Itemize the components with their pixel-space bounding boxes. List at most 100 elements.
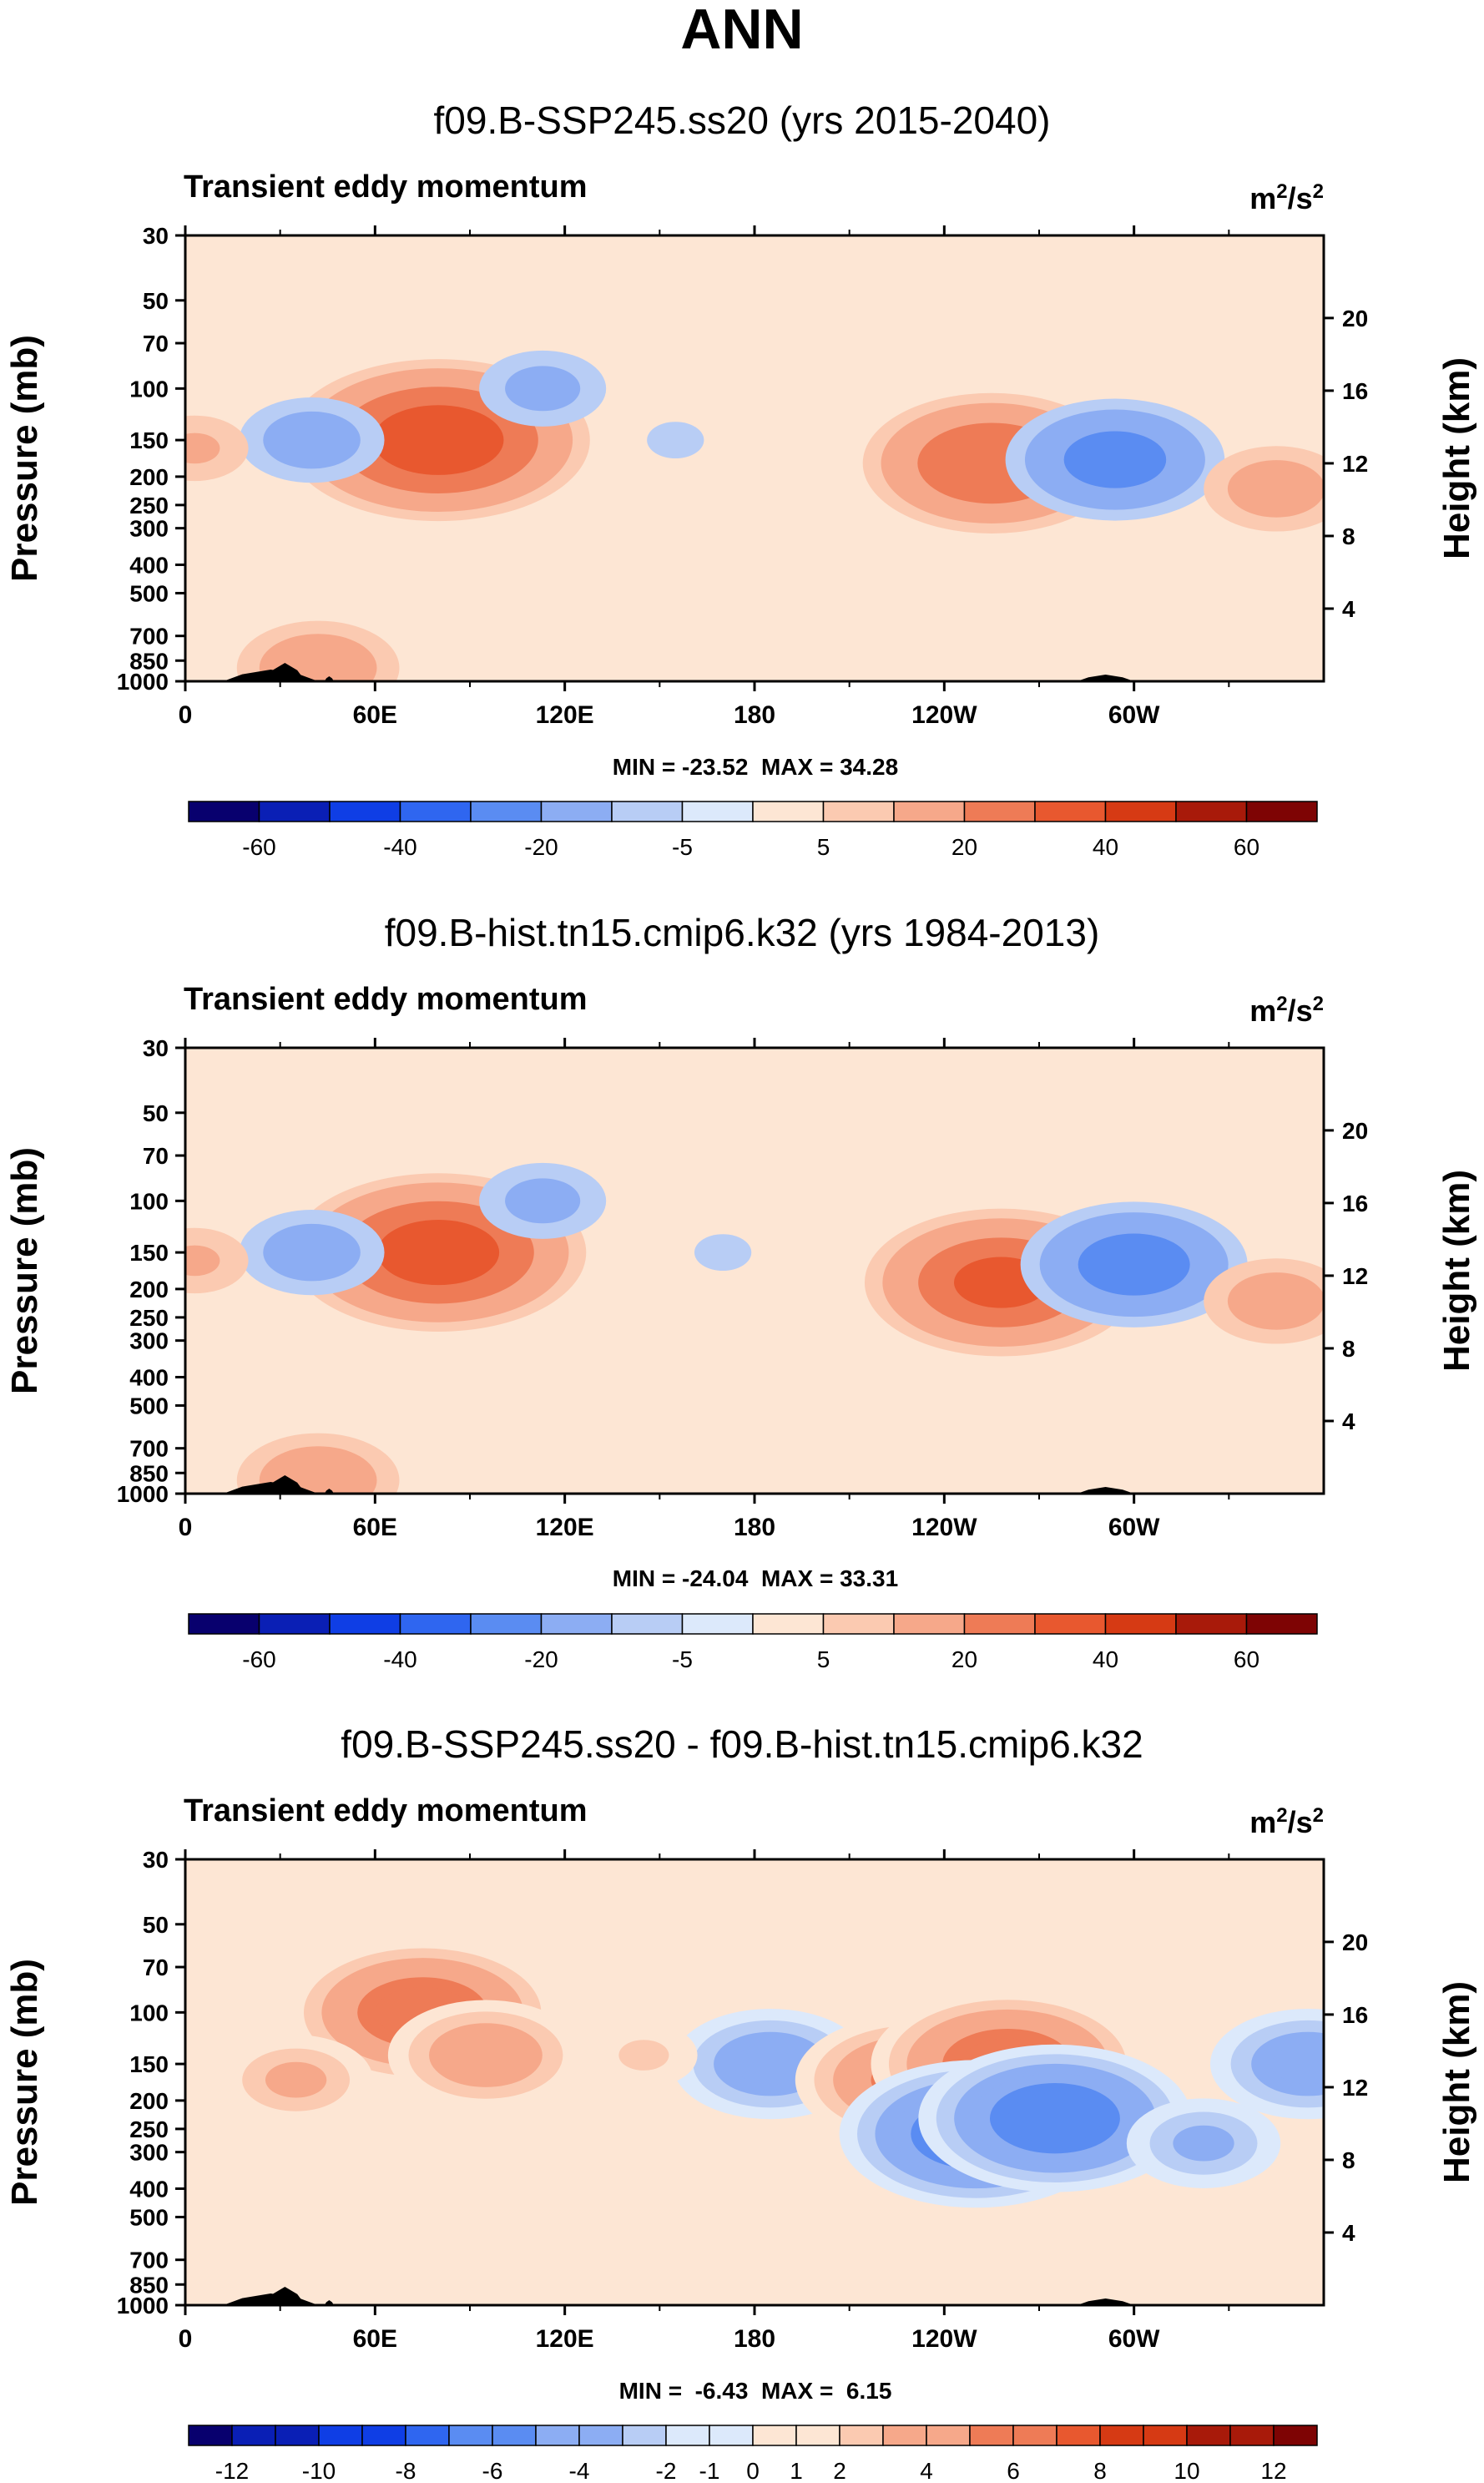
colorbar-swatch (963, 801, 1036, 822)
colorbar-swatch (1186, 2425, 1231, 2446)
colorbar-swatch (188, 801, 260, 822)
colorbar-swatch (361, 2425, 406, 2446)
colorbar-swatch (318, 2425, 363, 2446)
contour-feature (694, 1234, 752, 1272)
contour-feature (479, 1162, 607, 1239)
y-tick-label: 250 (129, 493, 169, 518)
y-tick-label: 300 (129, 1328, 169, 1354)
colorbar-label: 60 (1234, 1646, 1259, 1672)
colorbar-swatch (1245, 1613, 1318, 1635)
units-label: m2/s2 (1249, 1804, 1324, 1840)
terrain-mask (264, 2287, 305, 2305)
height-tick-label: 20 (1342, 1118, 1368, 1144)
contour-feature (1210, 2009, 1324, 2120)
height-tick-label: 8 (1342, 523, 1355, 549)
colorbar-swatch (188, 2425, 233, 2446)
y-tick-label: 100 (129, 1188, 169, 1214)
contour-band (1227, 460, 1324, 518)
colorbar-swatch (1056, 2425, 1101, 2446)
contour-band (1078, 1233, 1190, 1296)
colorbar-swatch (540, 1613, 613, 1635)
colorbar-label: 5 (817, 834, 830, 860)
colorbar-swatch (275, 2425, 320, 2446)
colorbar-swatch (926, 2425, 971, 2446)
y-axis-label-right: Height (km) (1436, 1170, 1477, 1372)
colorbar-swatch (893, 801, 966, 822)
y-tick-label: 50 (143, 1100, 169, 1126)
colorbar-swatch (1143, 2425, 1188, 2446)
y-tick-label: 1000 (117, 2293, 169, 2319)
colorbar-swatch (893, 1613, 966, 1635)
colorbar-swatch (1245, 801, 1318, 822)
y-tick-label: 200 (129, 464, 169, 490)
contour-band (1227, 1272, 1324, 1330)
x-tick-label: 60E (353, 701, 397, 729)
topography-mask (223, 2287, 1134, 2305)
y-axis-label-right: Height (km) (1436, 357, 1477, 559)
panel-title: f09.B-hist.tn15.cmip6.k32 (yrs 1984-2013… (385, 911, 1100, 954)
colorbar-label: -1 (699, 2458, 720, 2483)
page-title: ANN (680, 0, 803, 61)
x-tick-label: 60E (353, 2325, 397, 2353)
x-tick-label: 0 (179, 1514, 193, 1541)
colorbar-swatch (1104, 801, 1177, 822)
contour-band (185, 1245, 220, 1277)
colorbar-swatch (665, 2425, 710, 2446)
colorbar-swatch (1104, 1613, 1177, 1635)
y-tick-label: 30 (143, 1035, 169, 1061)
height-tick-label: 16 (1342, 378, 1368, 404)
contour-band (618, 2040, 669, 2071)
panel-3: f09.B-SSP245.ss20 - f09.B-hist.tn15.cmip… (4, 1722, 1477, 2483)
colorbar-swatch (822, 1613, 895, 1635)
y-tick-label: 50 (143, 1912, 169, 1938)
contour-feature (219, 2035, 373, 2125)
colorbar-swatch (1034, 1613, 1107, 1635)
y-tick-label: 30 (143, 1847, 169, 1873)
contour-band (449, 2035, 522, 2076)
y-tick-label: 150 (129, 427, 169, 453)
contour-feature (1204, 446, 1324, 532)
contour-band (1173, 2125, 1234, 2162)
contour-band (377, 1220, 500, 1286)
height-tick-label: 4 (1342, 1408, 1355, 1434)
terrain-mask (1077, 1487, 1134, 1494)
height-tick-label: 12 (1342, 1263, 1368, 1289)
y-tick-label: 50 (143, 288, 169, 314)
contour-field (219, 1938, 1324, 2208)
y-tick-label: 150 (129, 2051, 169, 2077)
height-tick-label: 16 (1342, 1191, 1368, 1216)
contour-feature (1204, 1258, 1324, 1344)
colorbar-label: -60 (242, 1646, 275, 1672)
x-tick-label: 180 (734, 701, 775, 729)
contour-band (185, 432, 220, 464)
colorbar-label: -12 (215, 2458, 249, 2483)
panel-subtitle: Transient eddy momentum (184, 982, 588, 1017)
contour-field (185, 1162, 1324, 1494)
terrain-mask (264, 663, 305, 681)
y-tick-label: 70 (143, 1143, 169, 1169)
min-max-stats: MIN = -6.43 MAX = 6.15 (619, 2378, 892, 2404)
colorbar-swatch (578, 2425, 623, 2446)
y-tick-label: 100 (129, 2000, 169, 2025)
colorbar-swatch (1034, 801, 1107, 822)
colorbar-swatch (752, 801, 825, 822)
terrain-mask (1077, 675, 1134, 681)
panel-title: f09.B-SSP245.ss20 - f09.B-hist.tn15.cmip… (341, 1722, 1143, 1766)
colorbar-label: 10 (1174, 2458, 1199, 2483)
colorbar-label: 8 (1093, 2458, 1107, 2483)
y-tick-label: 150 (129, 1240, 169, 1266)
y-tick-label: 1000 (117, 1481, 169, 1507)
contour-feature (1020, 1201, 1248, 1327)
x-tick-label: 120W (911, 701, 977, 729)
colorbar-label: 20 (951, 834, 977, 860)
colorbar-swatch (681, 1613, 754, 1635)
colorbar-label: 0 (746, 2458, 760, 2483)
colorbar-swatch (258, 801, 331, 822)
x-tick-label: 0 (179, 701, 193, 729)
colorbar-swatch (681, 801, 754, 822)
height-tick-label: 12 (1342, 2075, 1368, 2101)
colorbar-swatch (709, 2425, 754, 2446)
min-max-stats: MIN = -23.52 MAX = 34.28 (613, 754, 898, 780)
contour-band (1007, 2092, 1103, 2144)
y-axis-label-right: Height (km) (1436, 1981, 1477, 2183)
